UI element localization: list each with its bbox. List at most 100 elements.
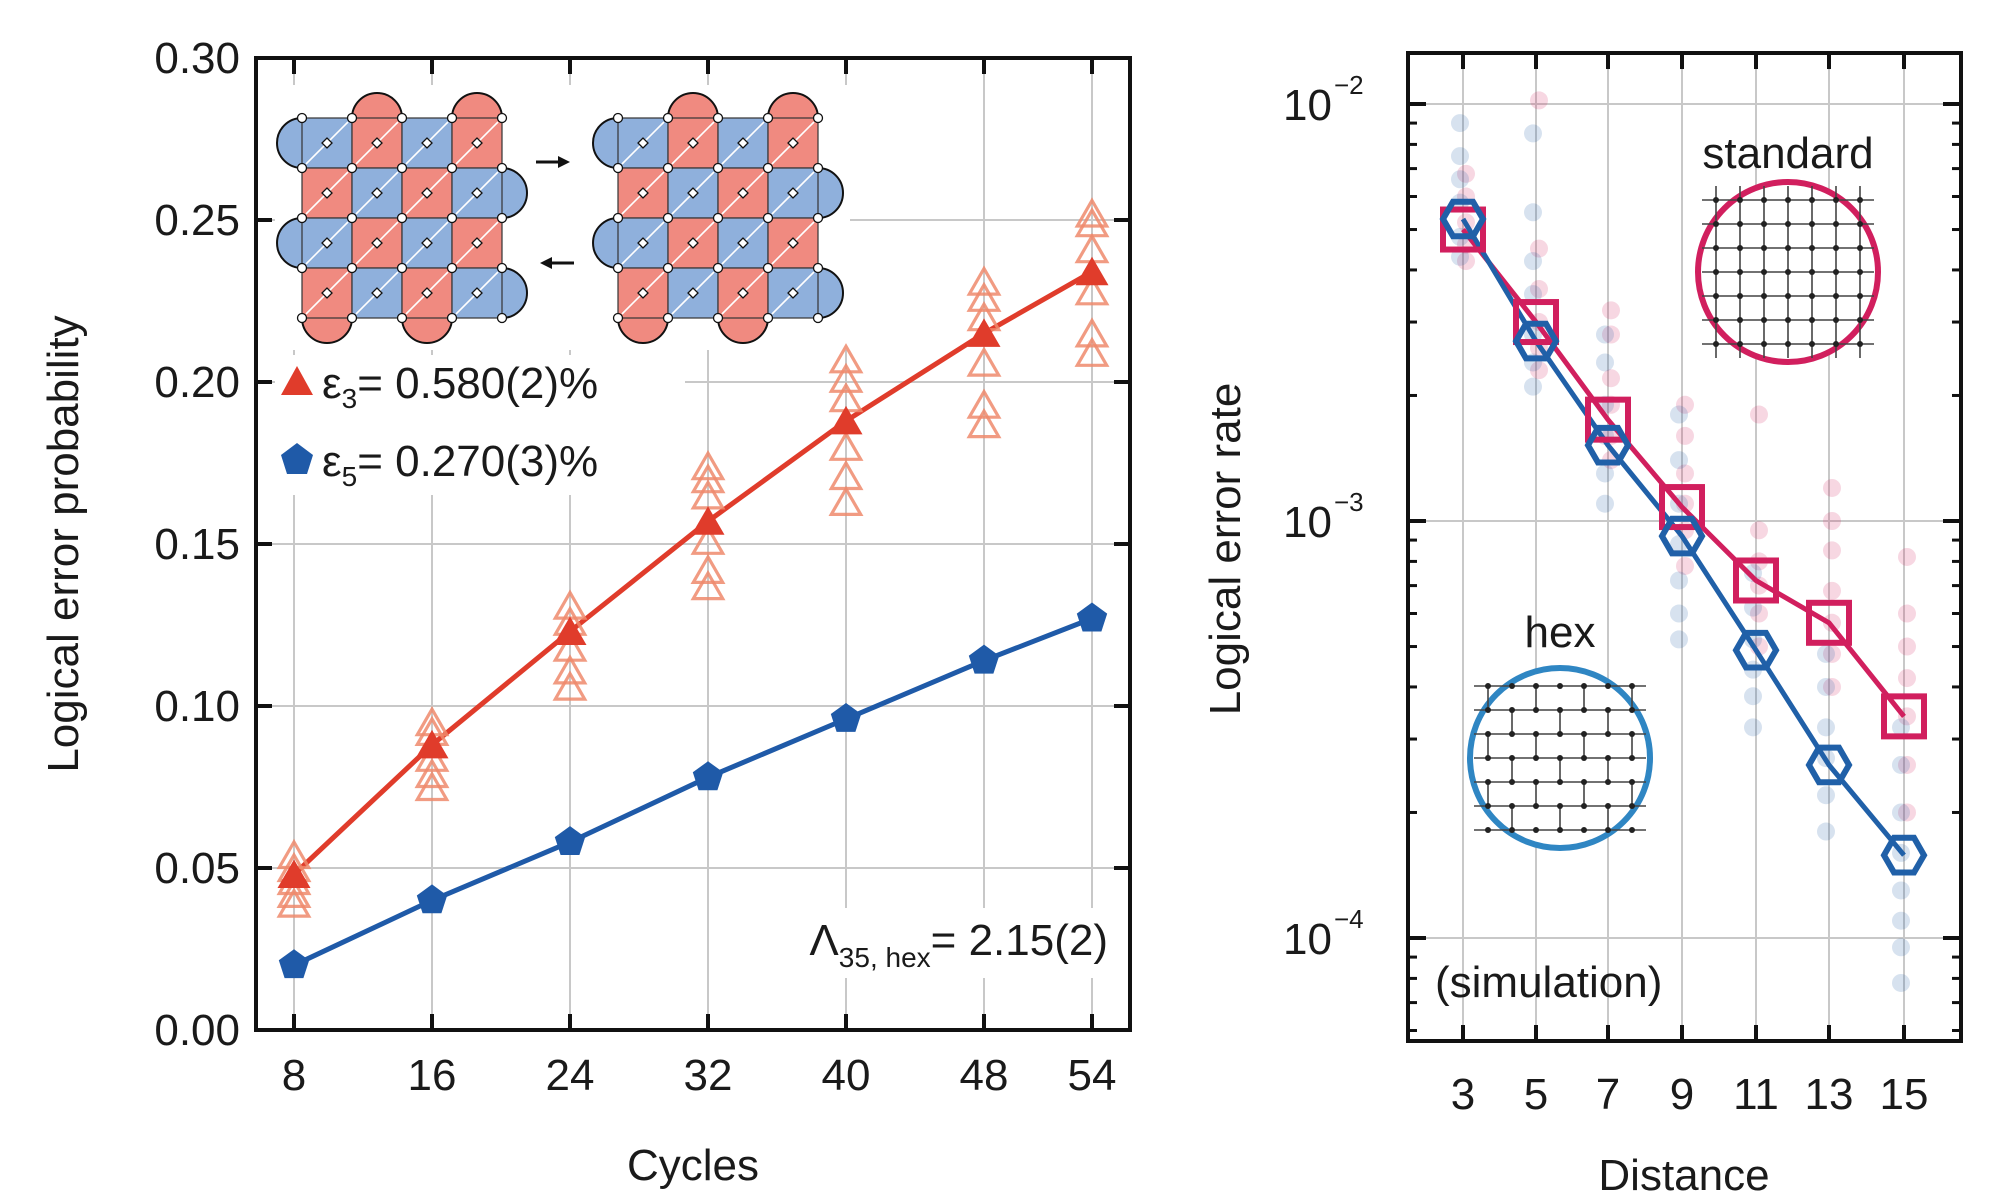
lattice-node [1809, 317, 1815, 323]
standard-sample-point [1750, 604, 1768, 623]
lattice-node [1533, 779, 1539, 785]
hex-sample-point [1744, 564, 1762, 583]
eps3-sample-point [414, 757, 450, 789]
measure-qubit [787, 287, 799, 299]
lattice-node [1761, 341, 1767, 347]
left-y-tick-label: 0.25 [154, 196, 240, 245]
lattice-node [1605, 803, 1611, 809]
lattice-node [1857, 269, 1863, 275]
arrow-right-icon [536, 156, 570, 168]
standard-point [1733, 557, 1779, 604]
lattice-node [1629, 683, 1635, 689]
data-qubit [812, 112, 824, 124]
hex-point [1584, 424, 1632, 466]
boundary-stabilizer [592, 217, 619, 269]
lattice-node [1581, 731, 1587, 737]
lambda-background [728, 908, 1113, 978]
standard-sample-point [1823, 541, 1841, 560]
lattice-node [1605, 707, 1611, 713]
lattice-node [1581, 827, 1587, 833]
standard-sample-point [1676, 464, 1694, 483]
data-qubit [346, 312, 358, 324]
data-qubit [346, 162, 358, 174]
lattice-node [1485, 755, 1491, 761]
lattice-node [1605, 683, 1611, 689]
lattice-node [1557, 779, 1563, 785]
standard-sample-point [1530, 280, 1548, 299]
standard-sample-point [1676, 556, 1694, 575]
boundary-stabilizer [767, 92, 819, 119]
lattice-node [1785, 197, 1791, 203]
lattice-node [1533, 755, 1539, 761]
standard-sample-point [1750, 521, 1768, 540]
lattice-node [1833, 245, 1839, 251]
data-qubit [712, 212, 724, 224]
measure-qubit [471, 137, 483, 149]
right-y-axis-label: Logical error rate [1201, 383, 1250, 716]
hex-sample-point [1817, 822, 1835, 841]
standard-label: standard [1702, 129, 1873, 178]
hex-sample-point [1524, 124, 1542, 143]
hex-point [1658, 515, 1706, 557]
lattice-node [1809, 221, 1815, 227]
boundary-stabilizer [451, 92, 503, 119]
lattice-node [1809, 245, 1815, 251]
lattice-node [1761, 221, 1767, 227]
boundary-stabilizer [501, 167, 528, 219]
eps3-sample-point [966, 346, 1002, 377]
measure-qubit [737, 287, 749, 299]
left-y-tick-label: 0.10 [154, 682, 240, 731]
left-y-tick-label: 0.30 [154, 34, 240, 83]
lattice-node [1509, 707, 1515, 713]
lattice-node [1509, 827, 1515, 833]
lattice-node [1605, 827, 1611, 833]
left-x-tick-label: 48 [960, 1051, 1009, 1100]
data-qubit [812, 212, 824, 224]
lattice-node [1785, 341, 1791, 347]
hex-point [1439, 198, 1487, 240]
hex-sample-point [1817, 644, 1835, 663]
left-series-markers [277, 256, 1109, 979]
lattice-node [1833, 317, 1839, 323]
hex-sample-point [1451, 170, 1469, 189]
lattice-node [1509, 683, 1515, 689]
lattice-node [1629, 731, 1635, 737]
legend-background [275, 355, 685, 495]
lattice-node [1581, 755, 1587, 761]
data-qubit [712, 312, 724, 324]
legend-pentagon-marker [281, 443, 313, 474]
eps3-sample-point [552, 654, 588, 685]
lattice-node [1713, 269, 1719, 275]
measure-qubit [637, 137, 649, 149]
data-qubit [712, 162, 724, 174]
lattice-node [1533, 803, 1539, 809]
boundary-stabilizer [817, 267, 844, 319]
right-y-tick-label-base: 10 [1283, 915, 1332, 964]
left-x-tick-label: 32 [684, 1051, 733, 1100]
standard-sample-point [1823, 677, 1841, 696]
hex-sample-point [1892, 755, 1910, 774]
hex-sample-point [1451, 147, 1469, 166]
hex-sample-point [1817, 677, 1835, 696]
data-qubit [496, 312, 508, 324]
right-x-tick-label: 5 [1524, 1070, 1548, 1119]
lattice-node [1857, 293, 1863, 299]
eps3-sample-point [828, 459, 864, 491]
standard-sample-point [1898, 637, 1916, 656]
standard-point [1440, 206, 1486, 253]
measure-qubit [371, 237, 383, 249]
standard-sample-point [1898, 547, 1916, 566]
lattice-node [1509, 803, 1515, 809]
code-layout-inset-illustration [275, 85, 850, 350]
data-qubit [712, 112, 724, 124]
measure-qubit [787, 237, 799, 249]
hex-sample-point [1744, 718, 1762, 737]
data-qubit [812, 162, 824, 174]
hex-layout-diagram [592, 92, 844, 344]
lattice-node [1485, 779, 1491, 785]
hex-lattice-icon [1467, 665, 1653, 851]
lattice-node [1533, 683, 1539, 689]
lattice-node [1737, 221, 1743, 227]
standard-lattice-grid [1702, 186, 1874, 358]
hex-sample-point [1524, 252, 1542, 271]
